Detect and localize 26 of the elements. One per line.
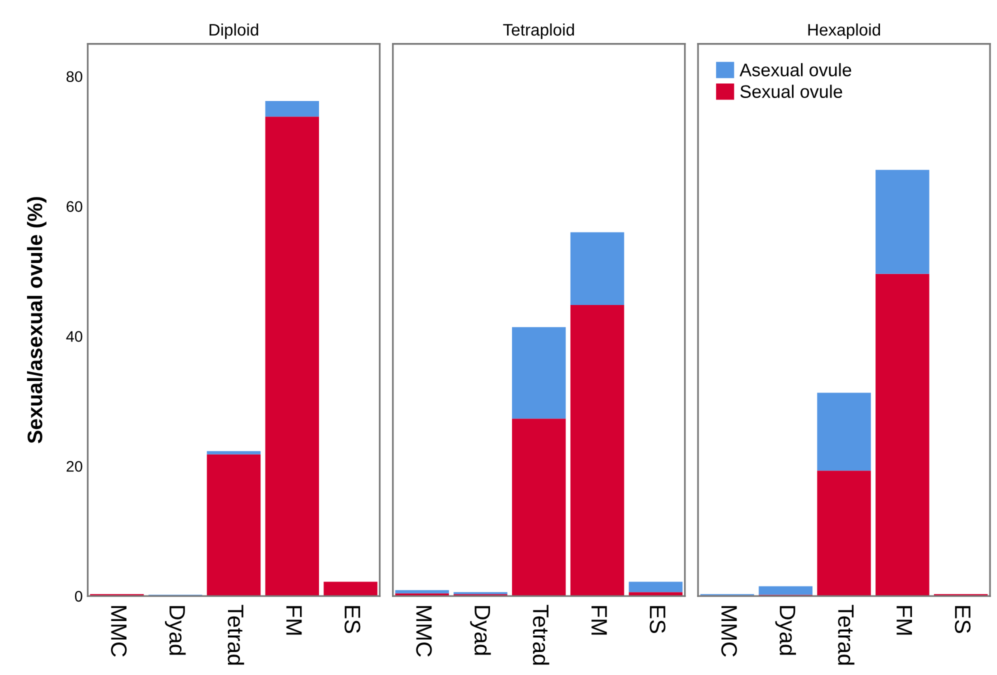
x-tick-label: ES [650, 606, 666, 633]
x-tick-label: Tetrad [228, 604, 244, 665]
x-tick-label: MMC [416, 606, 432, 657]
x-tick-label: ES [344, 606, 360, 633]
x-tick-label: Tetrad [532, 604, 550, 665]
x-tick-label: FM [896, 606, 912, 635]
x-tick-label: MMC [721, 606, 737, 657]
x-tick-label: Dyad [470, 606, 491, 655]
x-tick-label: ES [954, 606, 971, 633]
x-tick-label: Tetrad [838, 604, 854, 665]
chart-title: Diploid [210, 23, 258, 39]
legend-label: Asexual ovule [740, 63, 852, 76]
chart-title: Tetraploid [503, 23, 574, 39]
x-tick-label: Dyad [164, 606, 186, 655]
y-tick-label: 40 [66, 331, 82, 342]
legend-label: Sexual ovule [740, 84, 842, 98]
x-tick-label: MMC [110, 606, 127, 657]
chart-title: Hexaploid [808, 23, 880, 39]
y-tick-label: 80 [66, 71, 82, 82]
x-tick-label: FM [286, 606, 302, 635]
y-tick-label: 60 [66, 201, 82, 212]
y-tick-label: 0 [74, 590, 82, 602]
x-tick-label: Dyad [775, 606, 796, 655]
x-tick-label: FM [592, 606, 607, 635]
y-axis-title: Sexual/asexual ovule (%) [27, 197, 46, 444]
y-tick-label: 20 [66, 460, 82, 472]
